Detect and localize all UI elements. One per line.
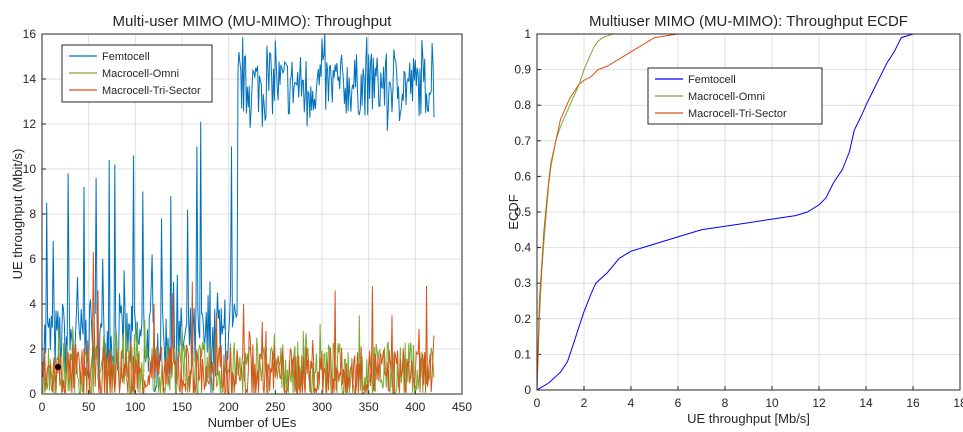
y-tick-label: 0.9 <box>514 63 531 77</box>
y-axis-label: UE throughput (Mbit/s) <box>10 149 25 280</box>
legend-entry: Femtocell <box>102 51 150 63</box>
x-tick-label: 10 <box>765 396 779 410</box>
y-tick-label: 14 <box>23 72 37 86</box>
x-tick-label: 250 <box>265 400 285 414</box>
axes-box <box>41 33 463 395</box>
x-tick-label: 8 <box>722 396 729 410</box>
chart-title: Multi-user MIMO (MU-MIMO): Throughput <box>113 13 393 30</box>
x-tick-label: 2 <box>581 396 588 410</box>
series-line-femtocell <box>537 34 920 390</box>
x-tick-label: 6 <box>675 396 682 410</box>
x-tick-label: 200 <box>219 400 239 414</box>
x-tick-label: 100 <box>125 400 145 414</box>
legend: Femtocell Macrocell-Omni Macrocell-Tri-Sec… <box>647 67 823 125</box>
y-tick-label: 1 <box>524 27 531 41</box>
y-tick-label: 16 <box>23 27 37 41</box>
x-tick-label: 4 <box>628 396 635 410</box>
x-tick-label: 16 <box>906 396 920 410</box>
y-tick-label: 0.4 <box>514 241 531 255</box>
data-cursor-marker <box>55 364 61 370</box>
y-tick-label: 0.5 <box>514 205 531 219</box>
y-tick-label: 0.7 <box>514 134 531 148</box>
legend-entry: Macrocell-Tri-Sector <box>102 85 201 97</box>
x-tick-label: 14 <box>859 396 873 410</box>
y-tick-label: 0.6 <box>514 169 531 183</box>
x-tick-label: 400 <box>405 400 425 414</box>
y-tick-label: 0.2 <box>514 312 531 326</box>
x-tick-label: 50 <box>82 400 96 414</box>
y-tick-label: 12 <box>23 117 37 131</box>
y-tick-label: 10 <box>23 162 37 176</box>
y-axis-label: ECDF <box>506 194 521 229</box>
legend-entry: Macrocell-Tri-Sector <box>688 108 787 120</box>
y-tick-label: 2 <box>29 342 36 356</box>
legend-entry: Macrocell-Omni <box>102 68 179 80</box>
y-tick-label: 0.3 <box>514 276 531 290</box>
chart-panel-2: 0 2 4 6 8 10 12 14 16 18 0 0.1 0.2 0.3 0.4 0.5 0.6 0.7 0.8… <box>506 13 963 426</box>
legend-entry: Femtocell <box>688 74 736 86</box>
x-axis-label: UE throughput [Mb/s] <box>687 411 810 426</box>
series-line-macrocell-omni <box>537 34 613 390</box>
series-line-macrocell-tri-sector <box>42 252 435 394</box>
legend: Femtocell Macrocell-Omni Macrocell-Tri-Sec… <box>61 44 213 103</box>
x-tick-label: 0 <box>39 400 46 414</box>
chart-panel-1: 0 50 100 150 200 250 300 350 400 450 0 2 4 6 8 10 12 14 16… <box>10 13 472 430</box>
x-tick-label: 12 <box>812 396 826 410</box>
y-tick-label: 0.8 <box>514 98 531 112</box>
y-tick-label: 0 <box>29 387 36 401</box>
y-tick-label: 8 <box>29 207 36 221</box>
x-tick-label: 18 <box>953 396 963 410</box>
series-line-macrocell-tri-sector <box>537 34 685 390</box>
axes-box <box>536 33 961 391</box>
chart-title: Multiuser MIMO (MU-MIMO): Throughput ECD… <box>589 13 908 30</box>
y-tick-label: 4 <box>29 297 36 311</box>
x-axis-label: Number of UEs <box>208 415 297 430</box>
y-tick-label: 0 <box>524 383 531 397</box>
legend-entry: Macrocell-Omni <box>688 91 765 103</box>
y-tick-label: 6 <box>29 252 36 266</box>
x-tick-label: 450 <box>452 400 472 414</box>
x-tick-label: 300 <box>312 400 332 414</box>
x-tick-label: 350 <box>359 400 379 414</box>
x-tick-label: 0 <box>534 396 541 410</box>
x-tick-label: 150 <box>172 400 192 414</box>
y-tick-label: 0.1 <box>514 347 531 361</box>
